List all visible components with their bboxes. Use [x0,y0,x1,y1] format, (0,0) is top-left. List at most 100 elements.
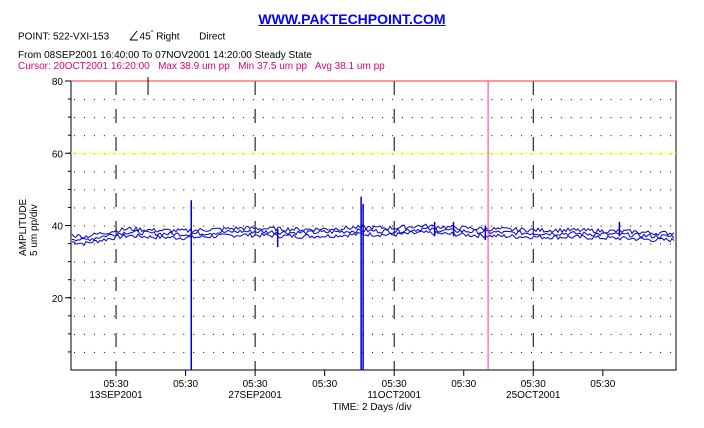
grid-dot [163,99,165,101]
grid-dot [391,315,393,317]
grid-dot [550,279,552,281]
grid-dot [352,225,354,227]
grid-dot [411,333,413,335]
grid-dot [173,171,175,173]
grid-dot [242,279,244,281]
grid-dot [143,261,145,263]
grid-dot [580,297,582,299]
grid-dot [421,351,423,353]
grid-dot [491,351,493,353]
grid-dot [461,117,463,119]
grid-dot [540,99,542,101]
grid-dot [650,171,652,173]
grid-dot [630,315,632,317]
grid-dot [312,225,314,227]
grid-dot [213,351,215,353]
grid-dot [113,351,115,353]
grid-dot [550,189,552,191]
grid-dot [133,225,135,227]
grid-dot [530,297,532,299]
grid-dot [481,351,483,353]
grid-dot [461,243,463,245]
grid-dot [322,279,324,281]
grid-dot [640,117,642,119]
grid-dot [232,297,234,299]
grid-dot [252,243,254,245]
grid-dot [193,171,195,173]
grid-dot [322,171,324,173]
grid-dot [153,171,155,173]
grid-dot [252,135,254,137]
grid-dot [242,117,244,119]
grid-dot [133,279,135,281]
grid-dot [133,117,135,119]
grid-dot [163,225,165,227]
grid-dot [332,351,334,353]
grid-dot [501,243,503,245]
grid-dot [660,99,662,101]
grid-dot [183,315,185,317]
grid-dot [630,207,632,209]
grid-dot [580,315,582,317]
grid-dot [441,315,443,317]
grid-dot [670,171,672,173]
grid-dot [183,297,185,299]
grid-dot [83,261,85,263]
grid-dot [113,333,115,335]
grid-dot [501,135,503,137]
grid-dot [600,135,602,137]
grid-dot [670,207,672,209]
grid-dot [163,351,165,353]
grid-dot [252,171,254,173]
grid-dot [560,351,562,353]
grid-dot [670,243,672,245]
grid-dot [560,99,562,101]
grid-dot [600,243,602,245]
grid-dot [223,243,225,245]
grid-dot [103,279,105,281]
plot-area[interactable] [70,80,677,371]
grid-dot [441,171,443,173]
grid-dot [431,207,433,209]
grid-dot [362,189,364,191]
grid-dot [550,135,552,137]
grid-dot [193,261,195,263]
grid-dot [620,207,622,209]
grid-dot [590,333,592,335]
grid-dot [302,99,304,101]
grid-dot [213,171,215,173]
grid-dot [451,207,453,209]
grid-dot [232,243,234,245]
grid-dot [302,351,304,353]
grid-dot [342,99,344,101]
grid-dot [292,243,294,245]
grid-dot [421,279,423,281]
grid-dot [481,117,483,119]
grid-dot [252,225,254,227]
grid-dot [272,333,274,335]
grid-dot [620,351,622,353]
grid-dot [74,189,76,191]
grid-dot [133,207,135,209]
grid-dot [381,243,383,245]
grid-dot [103,225,105,227]
grid-dot [242,351,244,353]
grid-dot [501,207,503,209]
grid-dot [421,99,423,101]
y-tick-label: 60 [52,149,64,160]
grid-dot [262,297,264,299]
site-link[interactable]: WWW.PAKTECHPOINT.COM [258,11,446,27]
grid-dot [530,279,532,281]
grid-dot [381,207,383,209]
grid-dot [213,243,215,245]
grid-dot [401,243,403,245]
grid-dot [640,279,642,281]
grid-dot [143,315,145,317]
grid-dot [401,261,403,263]
grid-dot [262,207,264,209]
grid-dot [143,171,145,173]
grid-dot [660,135,662,137]
grid-dot [252,207,254,209]
grid-dot [372,99,374,101]
